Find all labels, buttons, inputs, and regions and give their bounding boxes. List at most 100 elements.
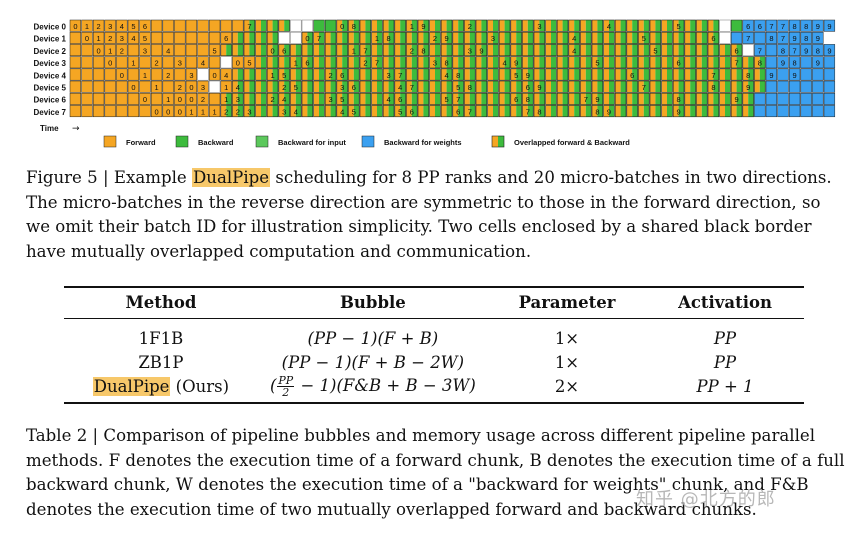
- overlapped-cell-backward: [458, 81, 464, 93]
- overlapped-cell-backward: [446, 105, 452, 117]
- micro-batch-id: 5: [677, 22, 681, 31]
- backward-cell: [324, 19, 337, 32]
- overlapped-cell-backward: [307, 56, 313, 68]
- overlapped-cell-backward: [435, 20, 441, 32]
- cell-border: [313, 92, 325, 105]
- forward-cell: [81, 44, 93, 57]
- micro-batch-id: 6: [526, 83, 530, 92]
- overlapped-cell-backward: [620, 32, 626, 44]
- legend-label: Overlapped forward & Backward: [514, 138, 630, 147]
- micro-batch-id: 8: [456, 71, 460, 80]
- overlapped-cell-backward: [272, 20, 278, 32]
- overlapped-cell-backward: [516, 93, 522, 105]
- overlapped-cell-forward: [418, 44, 424, 56]
- backward-weights-cell: [754, 44, 766, 57]
- micro-batch-id: 8: [677, 95, 681, 104]
- overlapped-cell-backward: [226, 44, 232, 56]
- overlapped-cell-forward: [673, 56, 679, 68]
- header-bubble: Bubble: [257, 286, 488, 319]
- overlapped-cell-backward: [284, 56, 290, 68]
- overlapped-cell-backward: [493, 68, 499, 81]
- cell-border: [313, 80, 325, 93]
- micro-batch-id: 7: [468, 107, 472, 116]
- cell-border: [684, 105, 696, 118]
- empty-cell: [290, 31, 302, 44]
- overlapped-cell-backward: [597, 20, 603, 32]
- cell-border: [730, 92, 743, 105]
- cell-border: [510, 80, 522, 93]
- micro-batch-id: 9: [677, 107, 681, 116]
- cell-border: [498, 105, 511, 118]
- overlapped-cell-forward: [441, 44, 447, 56]
- cell-border: [672, 19, 685, 32]
- micro-batch-id: 1: [201, 107, 205, 116]
- cell-border: [382, 44, 395, 57]
- cell-border: [661, 19, 673, 32]
- forward-cell: [127, 80, 140, 93]
- cell-border: [255, 44, 267, 57]
- micro-batch-id: 8: [711, 83, 715, 92]
- cell-border: [510, 31, 522, 44]
- overlapped-cell-forward: [684, 93, 691, 105]
- overlapped-cell-forward: [325, 105, 331, 117]
- backward-weights-cell: [812, 80, 824, 93]
- overlapped-cell-forward: [545, 93, 551, 105]
- overlapped-cell-backward: [620, 44, 626, 56]
- header-activation: Activation: [646, 286, 804, 319]
- overlapped-cell-backward: [539, 44, 545, 56]
- overlapped-cell-forward: [452, 68, 459, 81]
- cell-border: [266, 19, 279, 32]
- overlapped-cell-backward: [365, 20, 371, 32]
- cell-border: [626, 31, 638, 44]
- forward-cell: [69, 56, 82, 69]
- cell-border: [382, 92, 395, 105]
- time-arrow-icon: →: [72, 124, 80, 134]
- table-caption: Table 2 | Comparison of pipeline bubbles…: [26, 426, 845, 519]
- empty-cell: [278, 31, 290, 44]
- cell-border: [475, 31, 488, 44]
- backward-weights-cell: [765, 92, 778, 105]
- micro-batch-id: 1: [189, 107, 193, 116]
- cell-border: [452, 31, 464, 44]
- overlapped-cell-backward: [353, 81, 360, 93]
- overlapped-cell-forward: [522, 93, 528, 105]
- micro-batch-id: 4: [445, 71, 449, 80]
- overlapped-cell-backward: [377, 20, 383, 32]
- cell-border: [440, 68, 453, 81]
- overlapped-cell-forward: [499, 105, 505, 117]
- overlapped-cell-forward: [476, 105, 482, 117]
- forward-cell: [208, 92, 221, 105]
- backward-weights-cell: [823, 56, 836, 69]
- cell-border: [232, 92, 244, 105]
- overlapped-cell-forward: [313, 44, 319, 56]
- overlapped-cell-backward: [458, 105, 464, 117]
- overlapped-cell-backward: [458, 68, 464, 81]
- overlapped-cell-forward: [696, 20, 702, 32]
- micro-batch-id: 0: [166, 107, 170, 116]
- cell-border: [313, 44, 325, 57]
- watermark: 知乎 @北方的郎: [636, 489, 776, 510]
- overlapped-cell-forward: [534, 93, 540, 105]
- overlapped-cell-backward: [284, 81, 290, 93]
- overlapped-cell-backward: [539, 68, 545, 81]
- overlapped-cell-forward: [545, 44, 551, 56]
- overlapped-cell-forward: [580, 44, 586, 56]
- overlapped-cell-backward: [516, 20, 522, 32]
- cell-border: [580, 68, 592, 81]
- overlapped-cell-backward: [261, 32, 267, 44]
- overlapped-cell-backward: [574, 20, 580, 32]
- overlapped-cell-backward: [237, 93, 244, 105]
- cell-border: [568, 105, 580, 118]
- micro-batch-id: 2: [271, 95, 275, 104]
- cell-border: [278, 92, 290, 105]
- micro-batch-id: 6: [456, 107, 460, 116]
- overlapped-cell-backward: [620, 81, 626, 93]
- backward-weights-cell: [765, 44, 778, 57]
- cell-border: [684, 80, 696, 93]
- overlapped-cell-forward: [673, 44, 679, 56]
- overlapped-cell-backward: [516, 81, 522, 93]
- overlapped-cell-backward: [527, 81, 534, 93]
- forward-cell: [208, 56, 221, 69]
- overlapped-cell-backward: [574, 68, 580, 81]
- overlapped-cell-forward: [360, 32, 366, 44]
